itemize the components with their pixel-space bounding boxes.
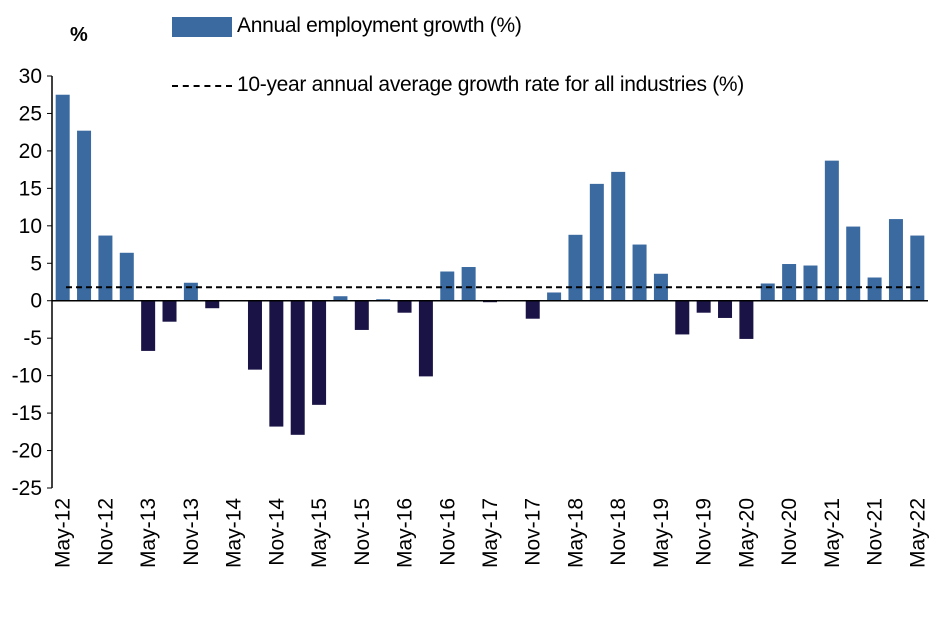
bar-May-21 [824, 160, 839, 301]
bar-Nov-15 [354, 300, 369, 330]
bar-Feb-14 [205, 300, 220, 309]
bar-May-13 [141, 300, 156, 351]
bar-May-16 [397, 300, 412, 313]
y-tick-label: 25 [19, 102, 42, 125]
bar-Aug-16 [418, 300, 433, 377]
bar-Feb-15 [290, 300, 305, 435]
bar-Aug-19 [675, 300, 690, 335]
legend-swatch-average-line [172, 85, 232, 87]
bar-Nov-13 [183, 282, 198, 301]
legend-label-average-line: 10-year annual average growth rate for a… [237, 73, 744, 96]
bar-Aug-18 [589, 183, 604, 301]
x-tick-label: May-16 [394, 498, 417, 568]
x-tick-label: May-19 [650, 498, 673, 568]
legend-swatch-employment-growth [172, 17, 232, 37]
bar-Aug-12 [77, 130, 92, 301]
x-tick-label: May-18 [564, 498, 587, 568]
y-tick-label: -10 [12, 365, 42, 388]
x-tick-label: Nov-16 [436, 498, 459, 566]
bar-Nov-12 [98, 235, 113, 301]
x-tick-label: May-22 [906, 498, 929, 568]
y-tick-label: 15 [19, 177, 42, 200]
y-tick-label: 0 [30, 290, 42, 313]
x-tick-label: May-13 [137, 498, 160, 568]
y-tick-label: 10 [19, 215, 42, 238]
bar-May-20 [739, 300, 754, 339]
x-tick-label: May-20 [735, 498, 758, 568]
y-tick-label: 5 [30, 252, 42, 275]
bar-Nov-21 [867, 277, 882, 301]
x-tick-label: May-15 [308, 498, 331, 568]
y-axis-unit: % [70, 24, 88, 46]
x-tick-label: May-12 [52, 498, 75, 568]
bar-Feb-21 [803, 265, 818, 301]
y-tick-label: -20 [12, 440, 42, 463]
x-tick-label: May-14 [223, 498, 246, 568]
bar-Aug-13 [162, 300, 177, 322]
legend-label-employment-growth: Annual employment growth (%) [237, 14, 522, 37]
bar-Aug-15 [333, 296, 348, 301]
bar-Feb-19 [632, 244, 647, 301]
y-tick-label: -15 [12, 402, 42, 425]
bar-Feb-18 [547, 292, 562, 301]
bar-May-22 [910, 235, 925, 301]
x-tick-label: Nov-17 [522, 498, 545, 566]
bar-Nov-16 [440, 271, 455, 301]
bar-Feb-22 [888, 219, 903, 301]
bar-Aug-21 [846, 226, 861, 301]
x-tick-label: Nov-13 [180, 498, 203, 566]
bar-Nov-20 [782, 264, 797, 301]
y-tick-label: -25 [12, 477, 42, 500]
bar-Nov-18 [611, 171, 626, 301]
x-tick-label: Nov-21 [864, 498, 887, 566]
y-tick-label: 30 [19, 65, 42, 88]
bar-Nov-17 [525, 300, 540, 319]
bar-May-12 [55, 94, 70, 301]
bar-Feb-13 [119, 252, 134, 301]
bar-Nov-14 [269, 300, 284, 427]
x-tick-label: May-17 [479, 498, 502, 568]
bar-Aug-20 [760, 283, 775, 301]
x-tick-label: Nov-14 [265, 498, 288, 566]
bar-May-18 [568, 234, 583, 301]
x-tick-label: May-21 [821, 498, 844, 568]
x-tick-label: Nov-15 [351, 498, 374, 566]
bar-Nov-19 [696, 300, 711, 313]
x-tick-label: Nov-12 [94, 498, 117, 566]
x-tick-label: Nov-18 [607, 498, 630, 566]
bar-Feb-17 [461, 267, 476, 301]
y-tick-label: 20 [19, 140, 42, 163]
bar-May-15 [312, 300, 327, 405]
x-tick-label: Nov-20 [778, 498, 801, 566]
y-tick-label: -5 [23, 327, 42, 350]
x-tick-label: Nov-19 [693, 498, 716, 566]
bar-Feb-20 [718, 300, 733, 318]
bar-Aug-14 [247, 300, 262, 370]
